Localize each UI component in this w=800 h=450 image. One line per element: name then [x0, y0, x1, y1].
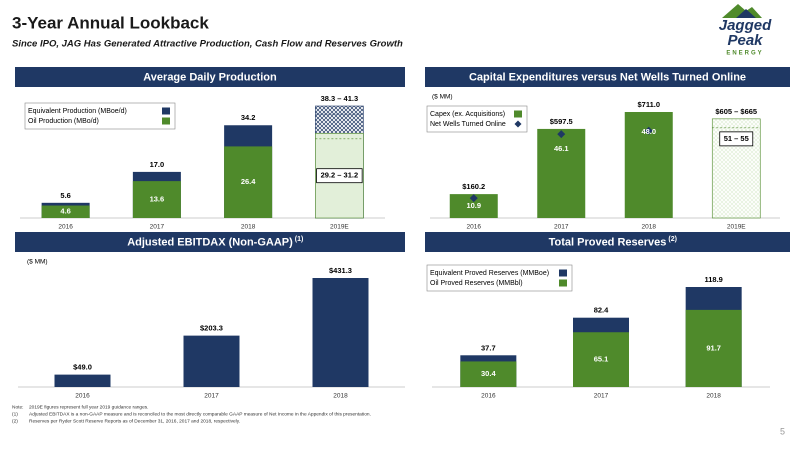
legend-label: Equivalent Production (MBoe/d) — [28, 108, 127, 115]
value-label: 4.6 — [60, 207, 70, 216]
range-label: 29.2 – 31.2 — [321, 171, 359, 180]
x-tick-label: 2018 — [333, 393, 348, 400]
legend-label: Capex (ex. Acquisitions) — [430, 111, 505, 118]
panel-title: Adjusted EBITDAX (Non-GAAP) — [127, 236, 293, 248]
value-label: 30.4 — [481, 369, 496, 378]
value-label: 82.4 — [594, 306, 609, 315]
range-label: 51 – 55 — [724, 134, 749, 143]
value-label: $711.0 — [637, 100, 660, 109]
x-tick-label: 2017 — [594, 393, 609, 400]
value-label: 37.7 — [481, 343, 496, 352]
slide-subtitle: Since IPO, JAG Has Generated Attractive … — [12, 39, 403, 50]
legend-box — [24, 102, 176, 130]
value-label: $605 – $665 — [715, 107, 757, 116]
bar — [573, 332, 629, 387]
x-tick-label: 2017 — [204, 393, 219, 400]
note-text: 2019E figures represent full year 2019 g… — [29, 404, 148, 410]
bar — [460, 361, 517, 387]
unit-label: ($ MM) — [27, 259, 48, 266]
value-label: 10.9 — [466, 201, 481, 210]
x-tick-label: 2019E — [727, 224, 746, 231]
value-label: $431.3 — [329, 266, 352, 275]
legend-box — [426, 264, 573, 292]
title-note: (2) — [668, 236, 677, 243]
bar — [41, 205, 90, 218]
bar — [54, 374, 111, 387]
title-note: (1) — [295, 236, 304, 243]
value-label: 5.6 — [60, 191, 70, 200]
bar — [224, 146, 273, 218]
value-label: 38.3 – 41.3 — [321, 94, 359, 103]
value-label: $49.0 — [73, 363, 92, 372]
x-tick-label: 2018 — [642, 224, 657, 231]
bar — [312, 278, 369, 387]
note-marker: Note: — [12, 404, 23, 410]
logo-word: Peak — [727, 32, 763, 49]
panel-header — [15, 67, 405, 87]
x-tick-label: 2016 — [75, 393, 90, 400]
note-text: Adjusted EBITDAX is a non-GAAP measure a… — [29, 411, 371, 417]
bar — [132, 181, 181, 218]
bar — [537, 128, 586, 218]
value-label: 13.6 — [150, 195, 165, 204]
panel-header — [425, 67, 790, 87]
logo-word: Jagged — [719, 17, 772, 34]
range-label-box — [719, 131, 754, 147]
note-marker: (1) — [12, 411, 18, 417]
value-label: 17.0 — [150, 160, 165, 169]
legend-label: Net Wells Turned Online — [430, 121, 506, 128]
marker — [557, 130, 566, 139]
value-label: 26.4 — [241, 177, 256, 186]
value-label: 118.9 — [704, 275, 722, 284]
legend-label: Oil Production (MBo/d) — [28, 118, 99, 125]
legend-label: Equivalent Proved Reserves (MMBoe) — [430, 270, 549, 277]
panel-title: Average Daily Production — [143, 71, 277, 83]
range-label-box — [316, 168, 363, 184]
bar — [685, 309, 742, 387]
logo-mountain — [736, 9, 756, 18]
page-number: 5 — [780, 426, 785, 436]
value-label: $203.3 — [200, 324, 223, 333]
bar — [449, 194, 498, 218]
value-label: 34.2 — [241, 113, 256, 122]
value-label: 65.1 — [594, 355, 609, 364]
note-text: Reserves per Ryder Scott Reserve Reports… — [29, 418, 240, 424]
x-tick-label: 2016 — [467, 224, 482, 231]
x-tick-label: 2019E — [330, 224, 349, 231]
logo: Jagged Peak ENERGY — [719, 4, 772, 57]
marker — [469, 194, 478, 203]
legend-swatch — [559, 269, 567, 277]
value-label: 48.0 — [641, 127, 656, 136]
x-tick-label: 2017 — [150, 224, 165, 231]
legend-swatch — [514, 120, 522, 128]
value-label: 46.1 — [554, 144, 569, 153]
logo-tagline: ENERGY — [726, 51, 763, 57]
value-label: $160.2 — [462, 182, 485, 191]
x-tick-label: 2018 — [241, 224, 256, 231]
legend-swatch — [559, 279, 567, 287]
panel-title: Total Proved Reserves — [549, 236, 667, 248]
bar — [183, 335, 240, 387]
marker — [644, 126, 653, 135]
unit-label: ($ MM) — [432, 94, 453, 101]
value-label: 91.7 — [706, 343, 721, 352]
note-marker: (2) — [12, 418, 18, 424]
legend-label: Oil Proved Reserves (MMBbl) — [430, 280, 523, 287]
panel-title: Capital Expenditures versus Net Wells Tu… — [469, 71, 746, 83]
panel-header — [15, 232, 405, 252]
legend-swatch — [162, 117, 170, 125]
x-tick-label: 2016 — [58, 224, 73, 231]
legend-swatch — [514, 110, 522, 118]
value-label: $597.5 — [550, 117, 573, 126]
slide-title: 3-Year Annual Lookback — [12, 13, 209, 32]
panel-header — [425, 232, 790, 252]
legend-swatch — [162, 107, 170, 115]
legend-box — [426, 105, 528, 133]
x-tick-label: 2017 — [554, 224, 569, 231]
x-tick-label: 2018 — [706, 393, 721, 400]
x-tick-label: 2016 — [481, 393, 496, 400]
